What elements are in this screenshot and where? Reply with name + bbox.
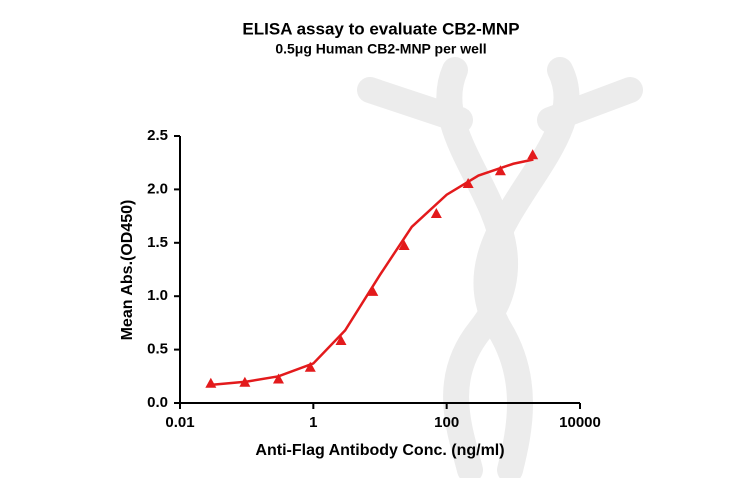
y-tick-label: 1.0 — [147, 287, 168, 304]
y-axis-label: Mean Abs.(OD450) — [119, 200, 136, 341]
data-point — [430, 207, 442, 218]
x-axis-label: Anti-Flag Antibody Conc. (ng/ml) — [255, 442, 504, 459]
data-point — [272, 373, 284, 384]
x-tick-label: 1 — [309, 414, 317, 431]
chart-subtitle: 0.5μg Human CB2-MNP per well — [275, 41, 486, 57]
x-tick-label: 100 — [434, 414, 459, 431]
data-point — [239, 376, 251, 387]
data-point — [335, 335, 347, 346]
chart-title: ELISA assay to evaluate CB2-MNP — [242, 19, 519, 38]
watermark — [357, 57, 643, 478]
data-point — [494, 165, 506, 176]
y-tick-label: 2.5 — [147, 127, 168, 144]
x-tick-label: 10000 — [559, 414, 601, 431]
data-point — [367, 285, 379, 296]
data-point — [304, 361, 316, 372]
y-tick-label: 2.0 — [147, 180, 168, 197]
y-tick-label: 1.5 — [147, 234, 168, 251]
y-tick-label: 0.0 — [147, 394, 168, 411]
data-point — [462, 178, 474, 189]
data-point — [205, 377, 217, 388]
x-tick-label: 0.01 — [165, 414, 194, 431]
fit-curve — [210, 158, 534, 387]
data-point — [527, 149, 539, 160]
data-point — [398, 240, 410, 251]
y-tick-label: 0.5 — [147, 341, 168, 358]
